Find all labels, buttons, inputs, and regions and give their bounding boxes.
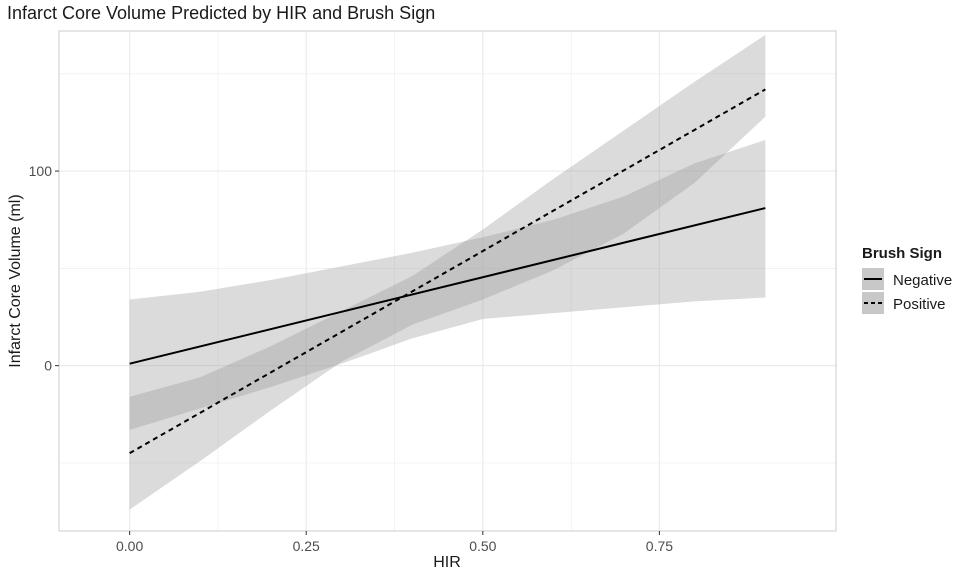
x-tick-label: 0.25 bbox=[293, 538, 320, 554]
panel-border bbox=[58, 30, 837, 532]
x-tick-label: 0.75 bbox=[646, 538, 673, 554]
series-line-layer bbox=[129, 88, 766, 455]
x-tick-layer: 0.00 0.25 0.50 0.75 bbox=[116, 531, 673, 554]
series-line-negative bbox=[129, 207, 766, 365]
chart-title: Infarct Core Volume Predicted by HIR and… bbox=[7, 3, 435, 23]
ci-band-layer bbox=[129, 34, 766, 510]
y-tick-label: 0 bbox=[44, 358, 52, 374]
legend: Brush Sign Negative Positive bbox=[862, 245, 952, 314]
grid-layer bbox=[59, 31, 836, 531]
x-tick-label: 0.50 bbox=[469, 538, 496, 554]
legend-label-negative: Negative bbox=[893, 272, 952, 289]
legend-title: Brush Sign bbox=[862, 245, 942, 262]
y-tick-label: 100 bbox=[29, 163, 53, 179]
x-axis-title: HIR bbox=[433, 554, 461, 571]
y-tick-layer: 0 100 bbox=[29, 163, 59, 374]
x-tick-label: 0.00 bbox=[116, 538, 143, 554]
legend-label-positive: Positive bbox=[893, 296, 946, 313]
ci-band-positive bbox=[129, 34, 766, 510]
y-axis-title: Infarct Core Volume (ml) bbox=[7, 194, 24, 367]
